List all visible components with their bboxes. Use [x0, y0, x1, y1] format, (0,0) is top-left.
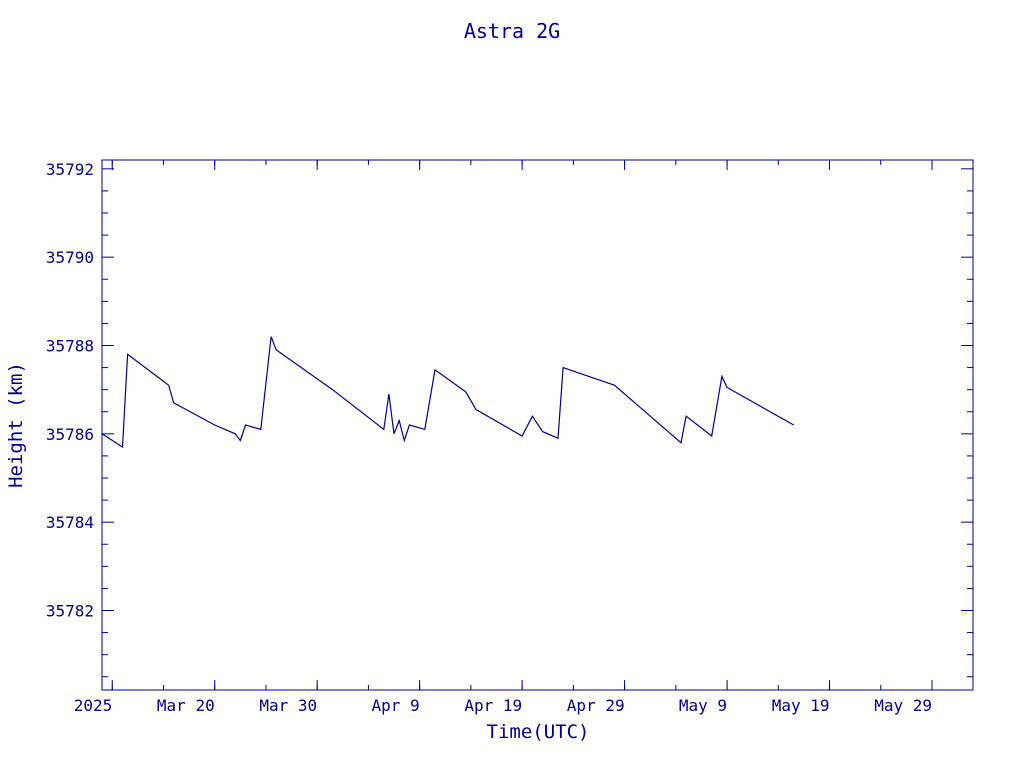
y-tick-label: 35784: [46, 513, 94, 532]
y-axis-label: Height (km): [5, 362, 27, 488]
y-tick-label: 35782: [46, 602, 94, 621]
x-tick-label: Apr 9: [371, 696, 419, 715]
x-tick-label: Apr 29: [567, 696, 625, 715]
height-series-line: [101, 336, 794, 449]
x-tick-label: May 19: [772, 696, 830, 715]
y-tick-label: 35786: [46, 425, 94, 444]
x-tick-label: Mar 30: [259, 696, 317, 715]
axis-ticks: [102, 160, 973, 690]
x-tick-label: May 9: [679, 696, 727, 715]
chart-title: Astra 2G: [464, 19, 560, 43]
x-tick-label: Mar 20: [157, 696, 215, 715]
x-tick-label: May 29: [874, 696, 932, 715]
x-axis-label: Time(UTC): [487, 721, 590, 743]
x-tick-label: Apr 19: [464, 696, 522, 715]
y-tick-label: 35792: [46, 160, 94, 179]
tick-labels: 35782 35784 35786 35788 35790 35792 2025 Mar 20…: [46, 160, 932, 715]
y-tick-label: 35788: [46, 337, 94, 356]
x-tick-label: 2025: [74, 696, 113, 715]
plot-frame: [101, 159, 974, 691]
y-tick-label: 35790: [46, 248, 94, 267]
